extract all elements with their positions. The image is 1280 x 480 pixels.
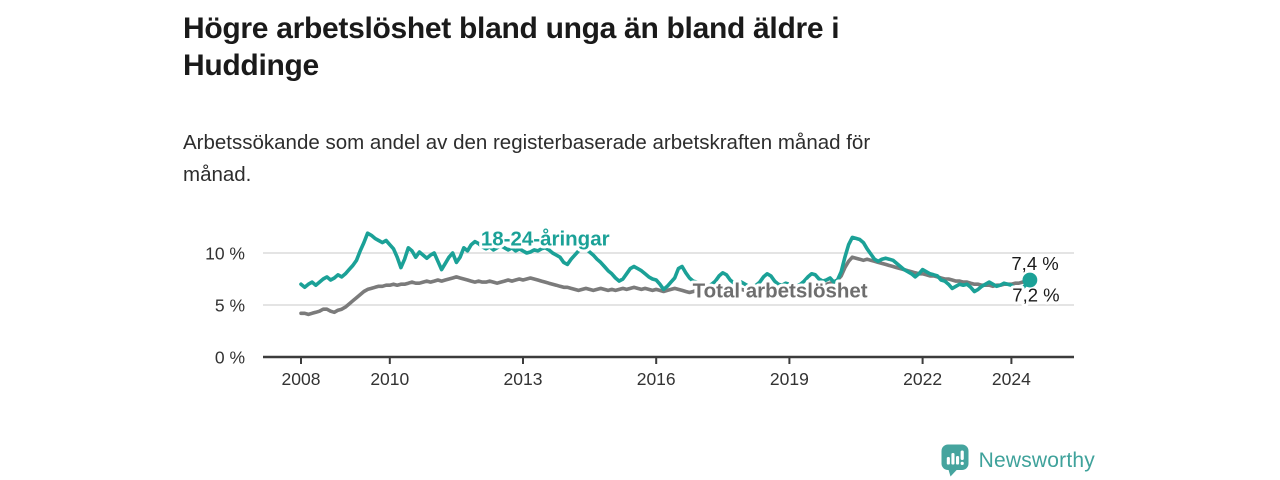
y-tick-label-0: 0 % (215, 348, 245, 368)
x-tick-label-2022: 2022 (903, 369, 942, 389)
series-line-0 (299, 231, 1032, 294)
x-tick-label-2024: 2024 (992, 369, 1031, 389)
newsworthy-brand-text: Newsworthy (978, 448, 1095, 472)
page-title-line2: Huddinge (183, 49, 319, 82)
chart-label-2: 7,4 % (1011, 253, 1058, 274)
chart-subtitle: Arbetssökande som andel av den registerb… (183, 127, 1143, 191)
line-chart-svg: 0 % 5 % 10 % 2008 2010 2013 2016 2019 2022 2024 18… (205, 225, 1074, 389)
chart-header: Högre arbetslöshet bland unga än bland ä… (183, 10, 1143, 191)
x-tick-label-2008: 2008 (282, 369, 321, 389)
chart-label-3: 7,2 % (1012, 284, 1059, 305)
bar-chart-speech-bubble-icon (941, 444, 969, 477)
newsworthy-logo[interactable]: Newsworthy (941, 444, 1095, 477)
y-tick-label-10: 10 % (205, 244, 245, 264)
x-tick-label-2016: 2016 (637, 369, 676, 389)
chart-label-1: Total arbetslöshet (693, 280, 868, 303)
series-end-dot-0 (1022, 272, 1038, 288)
page-title: Högre arbetslöshet bland unga än bland ä… (183, 10, 1143, 84)
page-title-line1: Högre arbetslöshet bland unga än bland ä… (183, 12, 840, 45)
line-chart: 0 % 5 % 10 % 2008 2010 2013 2016 2019 2022 2024 18… (175, 215, 1110, 400)
chart-subtitle-line1: Arbetssökande som andel av den registerb… (183, 131, 871, 154)
x-tick-label-2019: 2019 (770, 369, 809, 389)
chart-subtitle-line2: månad. (183, 163, 252, 186)
x-tick-label-2013: 2013 (504, 369, 543, 389)
y-tick-label-5: 5 % (215, 296, 245, 316)
chart-label-0: 18-24-åringar (481, 228, 610, 251)
x-tick-label-2010: 2010 (370, 369, 409, 389)
